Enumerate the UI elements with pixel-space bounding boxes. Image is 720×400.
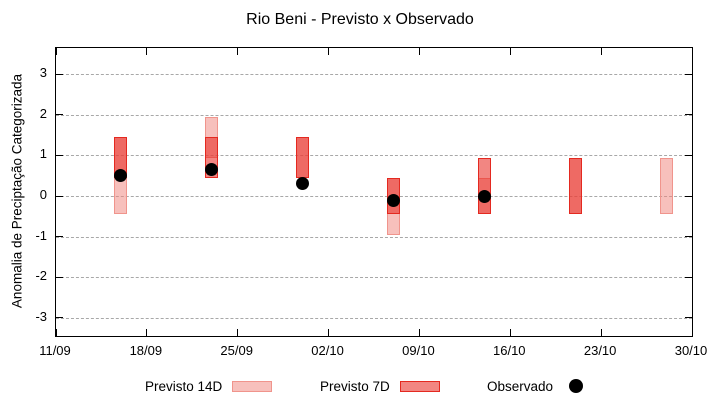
y-tick-label: 1	[39, 146, 47, 162]
plot-area	[55, 47, 693, 337]
x-tick-label: 09/10	[402, 343, 435, 358]
legend-swatch-previsto-14d-icon	[232, 380, 273, 392]
y-tick-mark	[685, 114, 692, 116]
y-tick-mark	[685, 195, 692, 197]
y-tick-mark	[56, 276, 63, 278]
legend-swatch-previsto-7d-icon	[399, 380, 440, 392]
observado-dot	[296, 177, 310, 191]
x-tick-mark	[509, 329, 511, 336]
legend: Previsto 14D Previsto 7D Observado	[0, 376, 720, 398]
y-tick-label: -2	[35, 268, 47, 284]
x-tick-label: 11/09	[39, 343, 71, 358]
x-tick-mark	[600, 329, 602, 336]
y-gridline	[56, 236, 692, 238]
x-tick-mark	[146, 329, 148, 336]
y-gridline	[56, 277, 692, 279]
y-tick-label: 3	[39, 65, 47, 81]
y-gridline	[56, 74, 692, 76]
y-tick-mark	[685, 154, 692, 156]
y-gridline	[56, 114, 692, 116]
previsto-14d-bar	[659, 157, 673, 215]
x-tick-mark	[55, 329, 57, 336]
y-tick-label: 0	[39, 187, 47, 203]
x-tick-label: 23/10	[583, 343, 617, 358]
x-tick-mark	[691, 329, 693, 336]
y-tick-mark	[56, 195, 63, 197]
legend-observado-dot-icon	[569, 379, 584, 393]
x-tick-label: 18/09	[129, 343, 163, 358]
y-tick-label: 2	[39, 105, 47, 121]
x-tick-mark	[146, 48, 148, 55]
legend-item-previsto-14d: Previsto 14D	[145, 376, 273, 396]
x-tick-mark	[418, 48, 420, 55]
previsto-7d-bar	[296, 137, 310, 178]
x-tick-mark	[600, 48, 602, 55]
x-tick-mark	[328, 329, 330, 336]
legend-item-previsto-7d: Previsto 7D	[320, 376, 440, 396]
y-tick-mark	[685, 236, 692, 238]
legend-item-observado: Observado	[487, 376, 584, 396]
x-tick-mark	[328, 48, 330, 55]
legend-label-previsto-14d: Previsto 14D	[145, 378, 223, 394]
x-tick-label: 02/10	[311, 343, 344, 358]
y-tick-label: -3	[35, 308, 47, 324]
x-tick-label: 30/10	[674, 343, 708, 358]
y-tick-mark	[56, 73, 63, 75]
y-tick-mark	[56, 236, 63, 238]
y-tick-mark	[685, 276, 692, 278]
y-tick-mark	[685, 317, 692, 319]
x-tick-label: 25/09	[220, 343, 253, 358]
previsto-7d-bar	[568, 157, 582, 215]
y-tick-mark	[56, 154, 63, 156]
y-tick-mark	[685, 73, 692, 75]
y-tick-label: -1	[35, 227, 47, 243]
previsto-7d-bar	[477, 157, 491, 215]
legend-label-observado: Observado	[487, 378, 554, 394]
x-tick-mark	[237, 329, 239, 336]
y-tick-mark	[56, 317, 63, 319]
y-gridline	[56, 196, 692, 198]
x-tick-mark	[418, 329, 420, 336]
x-tick-mark	[509, 48, 511, 55]
x-tick-mark	[691, 48, 693, 55]
y-gridline	[56, 317, 692, 319]
observado-dot	[386, 193, 400, 207]
y-tick-mark	[56, 114, 63, 116]
observado-dot	[477, 189, 491, 203]
x-tick-mark	[237, 48, 239, 55]
y-gridline	[56, 155, 692, 157]
x-tick-label: 16/10	[493, 343, 526, 358]
chart-title: Rio Beni - Previsto x Observado	[246, 11, 474, 28]
legend-label-previsto-7d: Previsto 7D	[320, 378, 390, 394]
observado-dot	[114, 169, 128, 183]
x-tick-mark	[55, 48, 57, 55]
observado-dot	[205, 163, 219, 177]
